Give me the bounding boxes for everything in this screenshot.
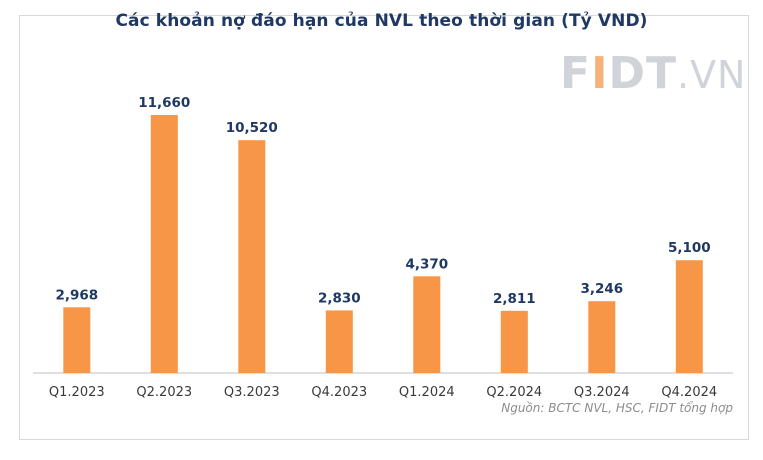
chart-frame xyxy=(19,15,749,440)
x-tick-label-Q4.2023: Q4.2023 xyxy=(311,385,367,400)
bar-Q1.2024 xyxy=(413,276,441,373)
bar-Q1.2023 xyxy=(63,307,91,373)
bar-Q2.2024 xyxy=(500,310,528,373)
x-tick-label-Q2.2023: Q2.2023 xyxy=(136,385,192,400)
x-tick-label-Q3.2024: Q3.2024 xyxy=(574,385,630,400)
x-tick-label-Q3.2023: Q3.2023 xyxy=(224,385,280,400)
value-label-Q2.2023: 11,660 xyxy=(138,95,190,111)
bar-Q4.2023 xyxy=(325,310,353,373)
chart-title: Các khoản nợ đáo hạn của NVL theo thời g… xyxy=(115,11,648,31)
fidt-logo: FIDT.VN xyxy=(560,48,747,99)
value-label-Q1.2023: 2,968 xyxy=(55,287,98,303)
bar-Q3.2024 xyxy=(588,301,616,373)
x-tick-label-Q4.2024: Q4.2024 xyxy=(661,385,717,400)
x-tick-label-Q2.2024: Q2.2024 xyxy=(486,385,542,400)
value-label-Q3.2023: 10,520 xyxy=(226,120,278,136)
value-label-Q1.2024: 4,370 xyxy=(405,256,448,272)
x-tick-label-Q1.2023: Q1.2023 xyxy=(49,385,105,400)
source-note: Nguồn: BCTC NVL, HSC, FIDT tổng hợp xyxy=(501,401,733,415)
tick-labels-group: Q1.2023 Q2.2023 Q3.2023 Q4.2023 Q1.2024 Q2.20… xyxy=(49,385,717,400)
bars-group xyxy=(63,115,703,373)
x-tick-label-Q1.2024: Q1.2024 xyxy=(399,385,455,400)
value-label-Q2.2024: 2,811 xyxy=(493,291,536,307)
bar-Q4.2024 xyxy=(675,260,703,373)
bar-Q2.2023 xyxy=(150,115,178,373)
value-label-Q4.2024: 5,100 xyxy=(668,240,711,256)
bar-Q3.2023 xyxy=(238,140,266,373)
value-label-Q3.2024: 3,246 xyxy=(580,281,623,297)
value-labels-group: 2,968 11,660 10,520 2,830 4,370 2,811 3,246 5,1… xyxy=(55,95,710,307)
value-label-Q4.2023: 2,830 xyxy=(318,290,361,306)
